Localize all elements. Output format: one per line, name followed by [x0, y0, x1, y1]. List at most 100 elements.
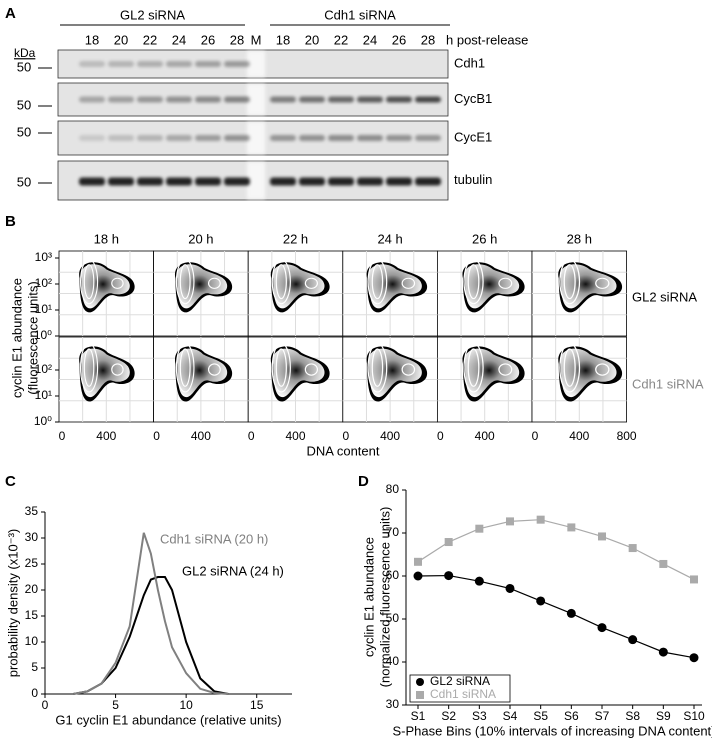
band: [195, 61, 221, 67]
lane-label: 18: [85, 32, 99, 47]
density-blob: [558, 258, 623, 313]
y-tick-label: 10²: [35, 362, 52, 376]
y-axis-label: (normalized fluorescence units): [377, 507, 392, 688]
density-contour: [304, 277, 319, 289]
band: [137, 96, 163, 103]
y-tick-label: 80: [386, 482, 400, 496]
density-blob: [270, 258, 330, 313]
x-tick-label: 400: [569, 429, 589, 443]
density-contour: [463, 258, 484, 305]
point: [505, 583, 515, 593]
panel-letter: C: [5, 473, 16, 490]
marker-lane-label: M: [251, 32, 262, 47]
density-contour: [498, 363, 513, 376]
band: [79, 177, 105, 186]
lane-label: 24: [363, 32, 377, 47]
x-tick-label: S10: [683, 709, 705, 723]
density-blob: [462, 342, 525, 402]
point: [474, 576, 484, 586]
band: [357, 177, 383, 186]
x-tick-label: 0: [437, 429, 444, 443]
x-tick-label: S2: [441, 709, 456, 723]
lane-label: 18: [276, 32, 290, 47]
point: [689, 653, 699, 663]
density-blob: [558, 342, 623, 402]
x-axis-label: G1 cyclin E1 abundance (relative units): [55, 712, 281, 727]
band: [195, 96, 221, 103]
x-tick-label: 15: [250, 698, 264, 712]
band: [224, 135, 250, 141]
lane-label: 24: [172, 32, 186, 47]
density-contour: [371, 348, 384, 387]
marker-lane: [247, 51, 265, 77]
panel-letter: A: [5, 5, 16, 22]
density-contour: [179, 348, 191, 387]
density-contour: [207, 277, 221, 289]
lane-label: 28: [230, 32, 244, 47]
density-contour: [111, 277, 124, 289]
kda-label: kDa: [14, 46, 36, 60]
band: [328, 177, 354, 186]
y-tick-label: 40: [386, 654, 400, 668]
band: [270, 177, 296, 186]
point: [506, 517, 514, 526]
density-contour: [179, 264, 191, 300]
band: [386, 135, 412, 141]
x-tick-label: 400: [191, 429, 211, 443]
y-axis-label: cyclin E1 abundance: [361, 537, 376, 657]
group-label: GL2 siRNA: [120, 7, 185, 22]
band-label: Cdh1: [454, 55, 485, 70]
x-tick-label: S7: [595, 709, 610, 723]
band: [166, 61, 192, 67]
point: [628, 635, 638, 645]
series-line: [417, 574, 695, 659]
y-tick-label: 10: [25, 634, 39, 648]
density-contour: [79, 258, 99, 305]
x-tick-label: S5: [533, 709, 548, 723]
point: [690, 575, 698, 584]
point: [567, 523, 576, 532]
density-contour: [563, 264, 576, 300]
x-tick-label: 400: [96, 429, 116, 443]
x-tick-label: S4: [503, 709, 518, 723]
time-label: 28 h: [567, 231, 592, 246]
band: [79, 61, 105, 67]
band-label: CycE1: [454, 129, 492, 144]
density-contour: [371, 264, 384, 300]
band: [357, 135, 383, 141]
point: [536, 596, 546, 606]
band-label: tubulin: [454, 172, 492, 187]
x-tick-label: 0: [248, 429, 255, 443]
kda-marker: 50: [17, 97, 31, 112]
density-contour: [367, 258, 388, 305]
point: [444, 538, 453, 547]
legend-box: [409, 674, 511, 703]
density-contour: [79, 342, 99, 393]
density-contour: [498, 277, 513, 289]
density-contour: [401, 277, 416, 289]
band: [415, 96, 441, 103]
lane-label: 26: [392, 32, 406, 47]
marker-lane: [247, 84, 265, 115]
density-contour: [271, 258, 291, 305]
band: [224, 96, 250, 103]
x-tick-label: S9: [656, 709, 671, 723]
point: [475, 524, 484, 533]
density-contour: [467, 264, 480, 300]
point: [628, 544, 637, 553]
y-tick-label: 10¹: [35, 302, 52, 316]
y-tick-label: 10⁰: [34, 328, 52, 342]
band: [415, 135, 441, 141]
point: [414, 557, 422, 566]
band: [386, 96, 412, 103]
density-blob: [462, 258, 525, 313]
band: [195, 135, 221, 141]
band: [386, 177, 412, 186]
band: [299, 135, 325, 141]
panel-letter: B: [5, 213, 16, 230]
band: [195, 177, 221, 186]
group-label: Cdh1 siRNA: [324, 7, 396, 22]
band: [299, 96, 325, 103]
point: [658, 647, 668, 657]
